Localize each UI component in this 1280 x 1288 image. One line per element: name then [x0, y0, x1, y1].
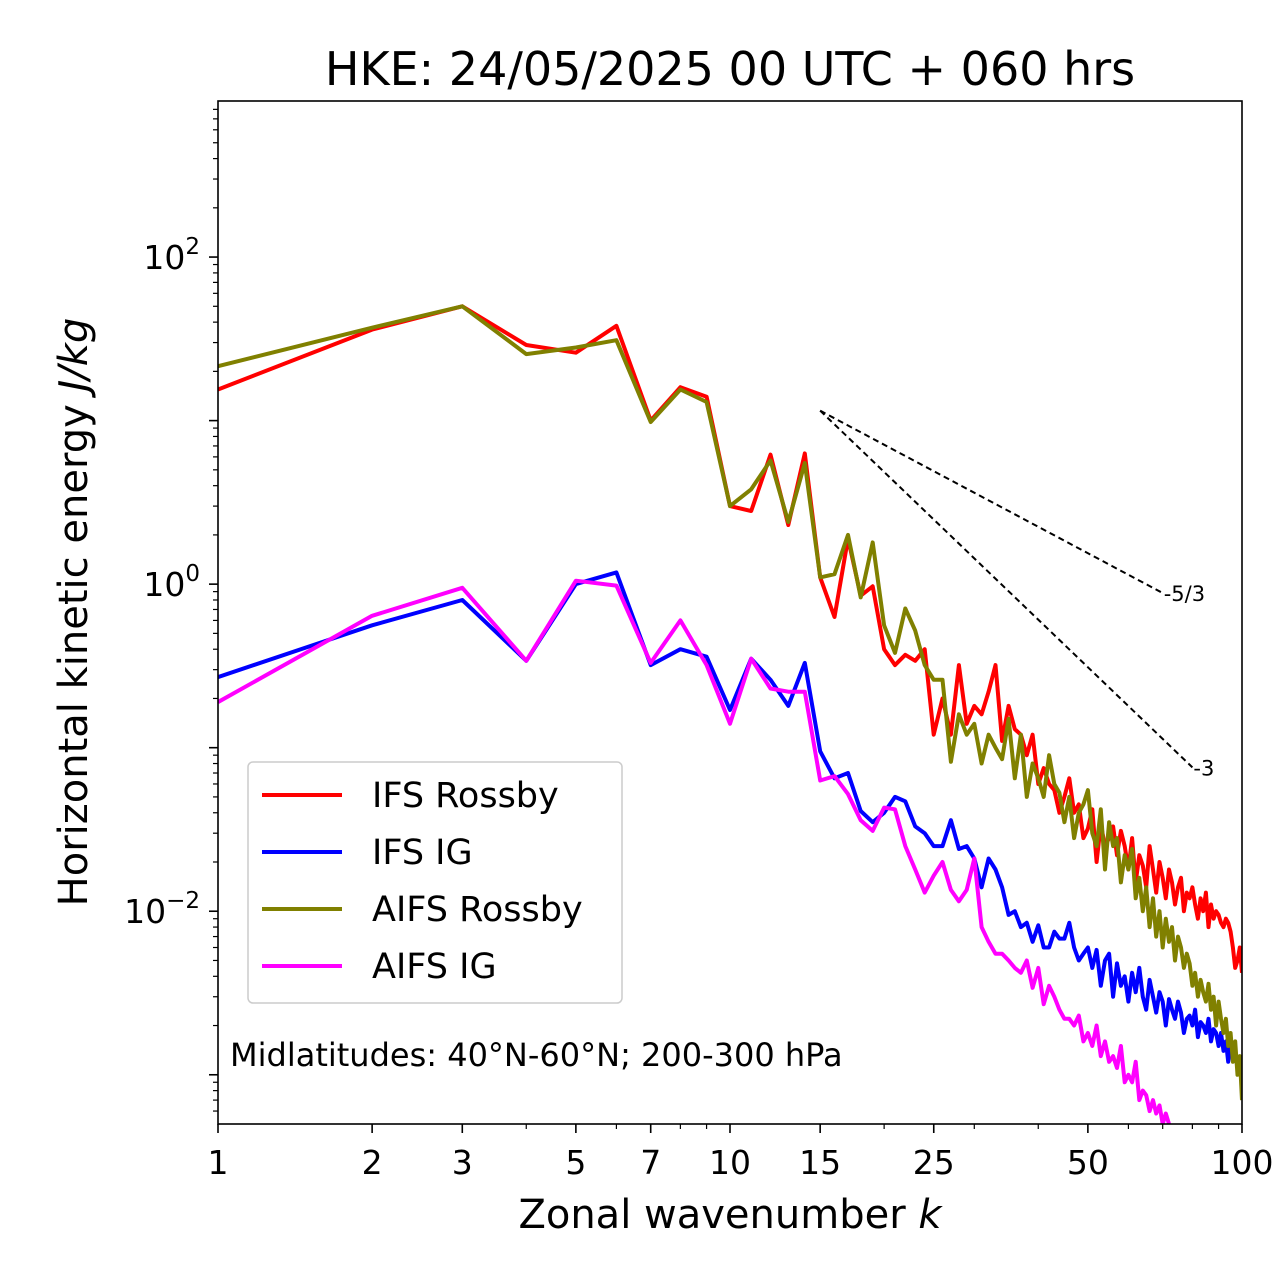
series-line-3 [218, 578, 1171, 1124]
y-axis-label-text: Horizontal kinetic energy [51, 404, 97, 906]
y-tick-label: 102 [143, 234, 200, 277]
reference-line-1 [819, 409, 1194, 769]
x-tick-label: 3 [452, 1143, 473, 1182]
x-axis-label: Zonal wavenumber k [518, 1192, 943, 1238]
x-axis: 1 2 3 5 7 10 15 25 50 100 [208, 1124, 1274, 1182]
legend: IFS Rossby IFS IG AIFS Rossby AIFS IG [247, 761, 623, 1004]
x-axis-label-text: Zonal wavenumber [518, 1192, 906, 1238]
series-layer [218, 304, 1242, 1124]
y-axis: 10−2 100 102 [124, 108, 218, 1112]
legend-label-2: AIFS Rossby [372, 890, 583, 930]
reference-line-label-0: -5/3 [1164, 582, 1205, 606]
series-line-1 [218, 570, 1242, 1083]
chart-title: HKE: 24/05/2025 00 UTC + 060 hrs [325, 42, 1135, 96]
y-tick-label: 100 [143, 561, 200, 604]
region-annotation: Midlatitudes: 40°N-60°N; 200-300 hPa [230, 1036, 843, 1074]
y-axis-label-unit: J/kg [51, 318, 97, 399]
x-tick-label: 5 [565, 1143, 586, 1182]
reference-line-0 [819, 409, 1164, 594]
y-tick-label: 10−2 [124, 888, 200, 931]
x-tick-label: 2 [362, 1143, 383, 1182]
x-tick-label: 100 [1211, 1143, 1274, 1182]
y-axis-label: Horizontal kinetic energy J/kg [51, 318, 97, 907]
legend-label-0: IFS Rossby [372, 776, 559, 816]
reference-slopes: -5/3 -3 [819, 409, 1214, 780]
reference-line-label-1: -3 [1193, 756, 1214, 780]
legend-entries: IFS Rossby IFS IG AIFS Rossby AIFS IG [262, 776, 583, 987]
legend-label-1: IFS IG [372, 833, 473, 873]
x-axis-label-symbol: k [918, 1192, 943, 1238]
x-tick-label: 7 [640, 1143, 661, 1182]
x-tick-label: 10 [709, 1143, 751, 1182]
legend-label-3: AIFS IG [372, 947, 497, 987]
x-tick-label: 15 [799, 1143, 841, 1182]
x-tick-label: 25 [913, 1143, 955, 1182]
x-tick-label: 50 [1067, 1143, 1109, 1182]
x-tick-label: 1 [208, 1143, 229, 1182]
legend-box [247, 761, 623, 1004]
series-line-2 [218, 304, 1242, 1101]
